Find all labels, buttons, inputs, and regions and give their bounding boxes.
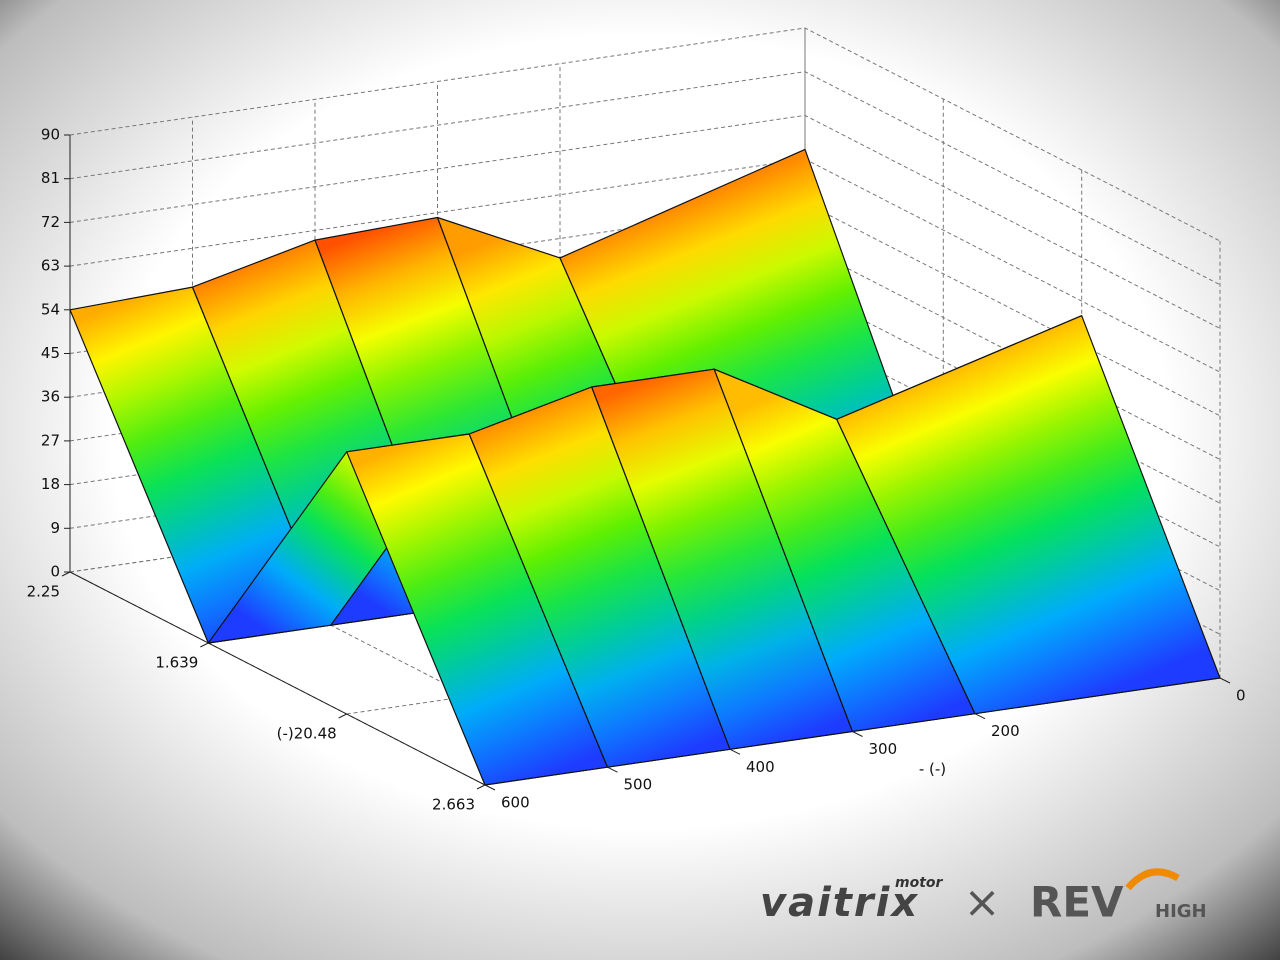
x-tick [729,748,741,755]
depth-tick-label: 2.663 [432,796,475,814]
z-tick-label: 18 [41,475,60,493]
z-tick-label: 45 [41,344,60,362]
depth-tick [338,713,347,719]
logo-partner-sub: HIGH [1155,901,1207,922]
z-tick-label: 36 [41,388,60,406]
z-tick-label: 54 [41,300,60,318]
depth-tick-label: 1.639 [155,654,198,672]
logo-swoosh [1125,868,1180,891]
z-tick-label: 90 [41,126,60,144]
x-tick [852,731,863,737]
plot: 0 9 18 27 36 45 54 63 72 81 90 600 500 400 300 200 0 2.25… [27,27,1246,814]
logo-brand: vaitrix [760,880,919,926]
logos: motor vaitrix × REV HIGH [760,868,1207,928]
z-tick-label: 63 [41,257,60,275]
x-tick-label: 500 [624,776,653,794]
z-tick-label: 0 [50,563,60,581]
z-tick-label: 72 [41,213,60,231]
x-tick-label: 300 [869,740,898,758]
x-tick-label: 400 [746,758,775,776]
depth-tick [61,571,71,577]
depth-axis [69,571,486,786]
logo-partner: REV [1030,878,1124,927]
x-tick [1219,677,1231,684]
z-tick-label: 81 [41,169,60,187]
z-tick-label: 9 [50,519,60,537]
depth-tick-label: 2.25 [27,583,60,601]
z-tick-label: 27 [41,431,60,449]
x-tick [607,766,618,773]
logo-sub: motor [895,875,944,891]
x-tick [484,784,496,791]
depth-tick [200,642,209,648]
x-tick-label: 600 [501,794,530,812]
x-tick [974,713,986,720]
depth-tick-label: (-)20.48 [277,725,337,743]
x-tick-label: 200 [991,722,1020,740]
x-tick-label: 0 [1236,687,1246,705]
x-axis-label: - (-) [919,760,946,778]
depth-tick [476,784,486,790]
logo-separator: × [964,877,1001,928]
